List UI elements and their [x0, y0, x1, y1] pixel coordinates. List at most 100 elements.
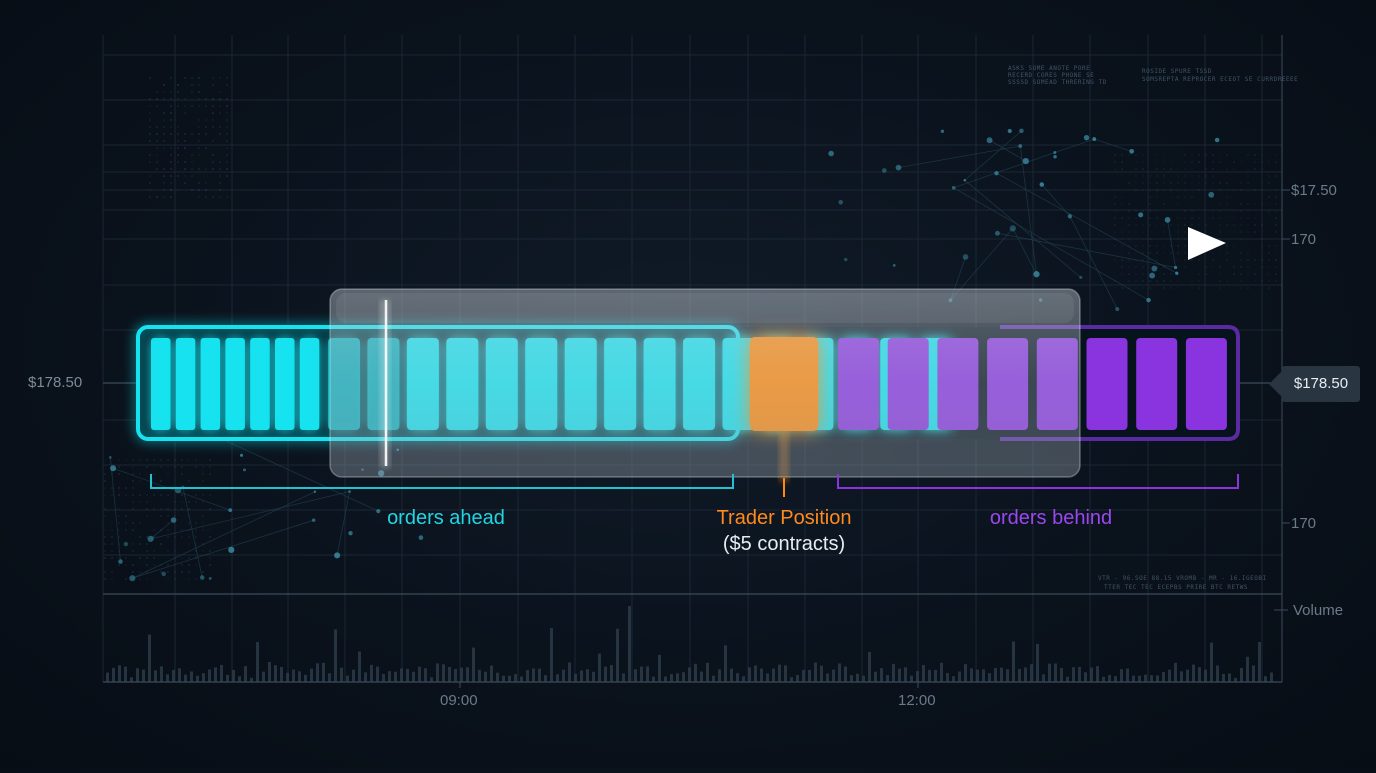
bg-dot [167, 515, 169, 517]
bg-dot [219, 133, 221, 135]
bg-dot [132, 494, 134, 496]
bg-dot [1149, 259, 1151, 261]
bg-dot [195, 494, 197, 496]
bg-dot [111, 578, 113, 580]
volume-bar [1156, 675, 1159, 682]
bg-dot [1240, 224, 1242, 226]
volume-bar [1180, 671, 1183, 682]
bg-text: RECERD CORES PHONE SE [1008, 72, 1095, 79]
bg-dot [212, 98, 214, 100]
volume-bar [124, 666, 127, 682]
bg-dot [174, 571, 176, 573]
volume-bar [640, 666, 643, 682]
bg-dot [1142, 287, 1144, 289]
bg-dot [1226, 252, 1228, 254]
bg-dot [177, 84, 179, 86]
bg-dot [1177, 245, 1179, 247]
bg-dot [181, 459, 183, 461]
bg-dot [149, 175, 151, 177]
bg-dot [1184, 161, 1186, 163]
volume-bar [766, 673, 769, 682]
bg-dot [209, 473, 211, 475]
volume-bar [820, 665, 823, 682]
bg-text: VTR - 96.SOE 88.15 VROMB - MR - 16.IGEOB… [1098, 575, 1267, 582]
bg-dot [1121, 217, 1123, 219]
volume-bar [808, 669, 811, 682]
bg-dot [1135, 175, 1137, 177]
bg-dot [111, 522, 113, 524]
bg-dot [1149, 238, 1151, 240]
bg-dot [205, 133, 207, 135]
bg-dot [1268, 245, 1270, 247]
bg-dot [209, 459, 211, 461]
bg-dot [177, 98, 179, 100]
bg-dot [170, 168, 172, 170]
bg-dot [132, 459, 134, 461]
bg-dot [1275, 203, 1277, 205]
volume-bar [814, 662, 817, 682]
bg-dot [1128, 154, 1130, 156]
bg-dot [219, 126, 221, 128]
network-node [1146, 297, 1151, 303]
bg-dot [226, 168, 228, 170]
bg-dot [202, 473, 204, 475]
bg-dot [1198, 182, 1200, 184]
network-node [239, 453, 244, 457]
bg-dot [118, 459, 120, 461]
bg-dot [1254, 259, 1256, 261]
bg-dot [118, 473, 120, 475]
bg-dot [1121, 196, 1123, 198]
bg-dot [139, 473, 141, 475]
bg-dot [139, 459, 141, 461]
bg-dot [1163, 252, 1165, 254]
bg-dot [1142, 189, 1144, 191]
bg-dot [160, 515, 162, 517]
volume-bar [430, 677, 433, 682]
bg-dot [163, 168, 165, 170]
volume-bar [688, 667, 691, 682]
bg-dot [1254, 217, 1256, 219]
bg-dot [111, 571, 113, 573]
bg-dot [202, 522, 204, 524]
bg-dot [1247, 252, 1249, 254]
volume-axis-label: Volume [1293, 602, 1344, 619]
volume-bar [532, 668, 535, 682]
bg-dot [1170, 161, 1172, 163]
bg-dot [104, 480, 106, 482]
order-cell-ahead [200, 338, 221, 430]
bg-dot [1184, 266, 1186, 268]
bg-dot [1219, 210, 1221, 212]
bg-dot [212, 84, 214, 86]
bg-dot [132, 508, 134, 510]
bg-dot [1240, 287, 1242, 289]
bg-dot [1191, 203, 1193, 205]
volume-bar [904, 667, 907, 682]
network-node [844, 257, 848, 262]
bg-dot [195, 459, 197, 461]
bg-dot [195, 529, 197, 531]
volume-bar [1048, 663, 1051, 682]
network-node [1053, 151, 1057, 154]
volume-bar [598, 653, 601, 682]
bg-dot [167, 466, 169, 468]
bg-dot [111, 557, 113, 559]
volume-bar [202, 673, 205, 682]
network-node [1173, 265, 1178, 270]
bg-dot [174, 501, 176, 503]
bg-dot [1226, 189, 1228, 191]
bg-dot [181, 466, 183, 468]
volume-bars [106, 606, 1273, 682]
network-edge [132, 519, 314, 579]
volume-bar [784, 665, 787, 682]
bg-dot [1149, 224, 1151, 226]
bg-dot [1247, 203, 1249, 205]
bg-dot [111, 487, 113, 489]
network-node [1007, 128, 1012, 134]
network-node [1129, 148, 1135, 154]
bg-dot [212, 126, 214, 128]
bg-dot [1170, 280, 1172, 282]
bg-dot [191, 91, 193, 93]
bg-dot [1247, 224, 1249, 226]
volume-bar [1030, 664, 1033, 682]
bg-dot [132, 529, 134, 531]
